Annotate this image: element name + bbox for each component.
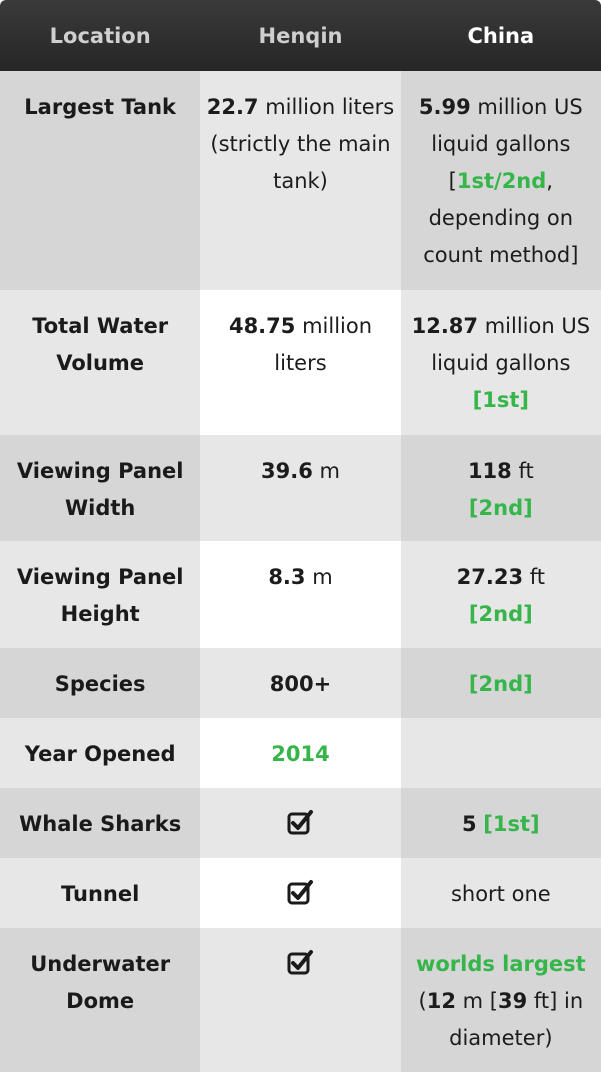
henqin-panel-height-unit: m bbox=[305, 565, 333, 589]
china-total-water-value: 12.87 bbox=[411, 314, 479, 338]
china-panel-width-value: 118 bbox=[467, 459, 512, 483]
row-label-year-opened: Year Opened bbox=[0, 718, 201, 788]
table-row: Viewing Panel Height 8.3 m 27.23 ft [2nd] bbox=[0, 541, 601, 648]
row-label-largest-tank: Largest Tank bbox=[0, 71, 201, 290]
china-tunnel: short one bbox=[400, 858, 601, 928]
china-largest-tank-text: million US liquid gallons [ bbox=[431, 95, 583, 193]
table-row: Year Opened 2014 bbox=[0, 718, 601, 788]
henqin-panel-width-unit: m bbox=[312, 459, 340, 483]
henqin-largest-tank-text: million liters (strictly the main tank) bbox=[210, 95, 395, 193]
row-label-tunnel: Tunnel bbox=[0, 858, 201, 928]
henqin-panel-width: 39.6 m bbox=[200, 435, 401, 541]
china-underwater-dome-m-unit: m [ bbox=[455, 989, 498, 1013]
china-largest-tank: 5.99 million US liquid gallons [1st/2nd,… bbox=[400, 71, 601, 290]
table-row: Species 800+ [2nd] bbox=[0, 648, 601, 718]
china-underwater-dome-open: ( bbox=[418, 989, 427, 1013]
header-row: Location Henqin China bbox=[0, 0, 601, 71]
china-largest-tank-value: 5.99 bbox=[418, 95, 471, 119]
henqin-whale-sharks bbox=[200, 788, 401, 858]
table-row: Largest Tank 22.7 million liters (strict… bbox=[0, 71, 601, 290]
row-label-species: Species bbox=[0, 648, 201, 718]
china-panel-height-value: 27.23 bbox=[456, 565, 524, 589]
china-panel-height: 27.23 ft [2nd] bbox=[400, 541, 601, 648]
china-total-water-text: million US liquid gallons bbox=[431, 314, 591, 375]
header-location: Location bbox=[0, 0, 201, 71]
table-row: Viewing Panel Width 39.6 m 118 ft [2nd] bbox=[0, 435, 601, 541]
china-panel-width-rank: [2nd] bbox=[468, 496, 533, 520]
henqin-panel-height-value: 8.3 bbox=[268, 565, 306, 589]
header-china: China bbox=[400, 0, 601, 71]
henqin-tunnel bbox=[200, 858, 401, 928]
checkbox-checked-icon bbox=[287, 880, 314, 905]
table-row: Whale Sharks 5 [1st] bbox=[0, 788, 601, 858]
header-henqin: Henqin bbox=[200, 0, 401, 71]
henqin-total-water-value: 48.75 bbox=[228, 314, 296, 338]
henqin-underwater-dome bbox=[200, 928, 401, 1072]
china-largest-tank-tail: , depending on count method] bbox=[423, 169, 579, 267]
henqin-species-value: 800+ bbox=[269, 672, 332, 696]
table-row: Tunnel short one bbox=[0, 858, 601, 928]
henqin-panel-width-value: 39.6 bbox=[261, 459, 313, 483]
henqin-largest-tank: 22.7 million liters (strictly the main t… bbox=[200, 71, 401, 290]
checkbox-checked-icon bbox=[287, 810, 314, 835]
china-panel-width-unit: ft bbox=[511, 459, 534, 483]
china-species-rank: [2nd] bbox=[468, 672, 533, 696]
table-row: Total Water Volume 48.75 million liters … bbox=[0, 290, 601, 435]
china-underwater-dome-ft-value: 39 bbox=[497, 989, 528, 1013]
china-panel-height-rank: [2nd] bbox=[468, 602, 533, 626]
row-label-panel-height: Viewing Panel Height bbox=[0, 541, 201, 648]
china-whale-sharks-rank: [1st] bbox=[483, 812, 540, 836]
china-whale-sharks: 5 [1st] bbox=[400, 788, 601, 858]
china-panel-width: 118 ft [2nd] bbox=[400, 435, 601, 541]
china-underwater-dome: worlds largest (12 m [39 ft] in diameter) bbox=[400, 928, 601, 1072]
table-row: Underwater Dome worlds largest (12 m [39 … bbox=[0, 928, 601, 1072]
row-label-panel-width: Viewing Panel Width bbox=[0, 435, 201, 541]
china-total-water-rank: [1st] bbox=[472, 388, 529, 412]
row-label-whale-sharks: Whale Sharks bbox=[0, 788, 201, 858]
henqin-year-opened-value: 2014 bbox=[271, 742, 330, 766]
china-underwater-dome-highlight: worlds largest bbox=[415, 952, 586, 976]
henqin-panel-height: 8.3 m bbox=[200, 541, 401, 648]
henqin-year-opened: 2014 bbox=[200, 718, 401, 788]
china-panel-height-unit: ft bbox=[523, 565, 546, 589]
china-underwater-dome-m-value: 12 bbox=[426, 989, 456, 1013]
china-species: [2nd] bbox=[400, 648, 601, 718]
china-whale-sharks-value: 5 bbox=[461, 812, 477, 836]
henqin-species: 800+ bbox=[200, 648, 401, 718]
row-label-underwater-dome: Underwater Dome bbox=[0, 928, 201, 1072]
china-underwater-dome-ft-tail: ft] in diameter) bbox=[449, 989, 584, 1050]
row-label-total-water: Total Water Volume bbox=[0, 290, 201, 435]
henqin-total-water: 48.75 million liters bbox=[200, 290, 401, 435]
china-largest-tank-rank: 1st/2nd bbox=[456, 169, 547, 193]
henqin-largest-tank-value: 22.7 bbox=[206, 95, 259, 119]
checkbox-checked-icon bbox=[287, 950, 314, 975]
china-total-water: 12.87 million US liquid gallons [1st] bbox=[400, 290, 601, 435]
china-year-opened bbox=[400, 718, 601, 788]
henqin-total-water-text: million liters bbox=[274, 314, 373, 375]
